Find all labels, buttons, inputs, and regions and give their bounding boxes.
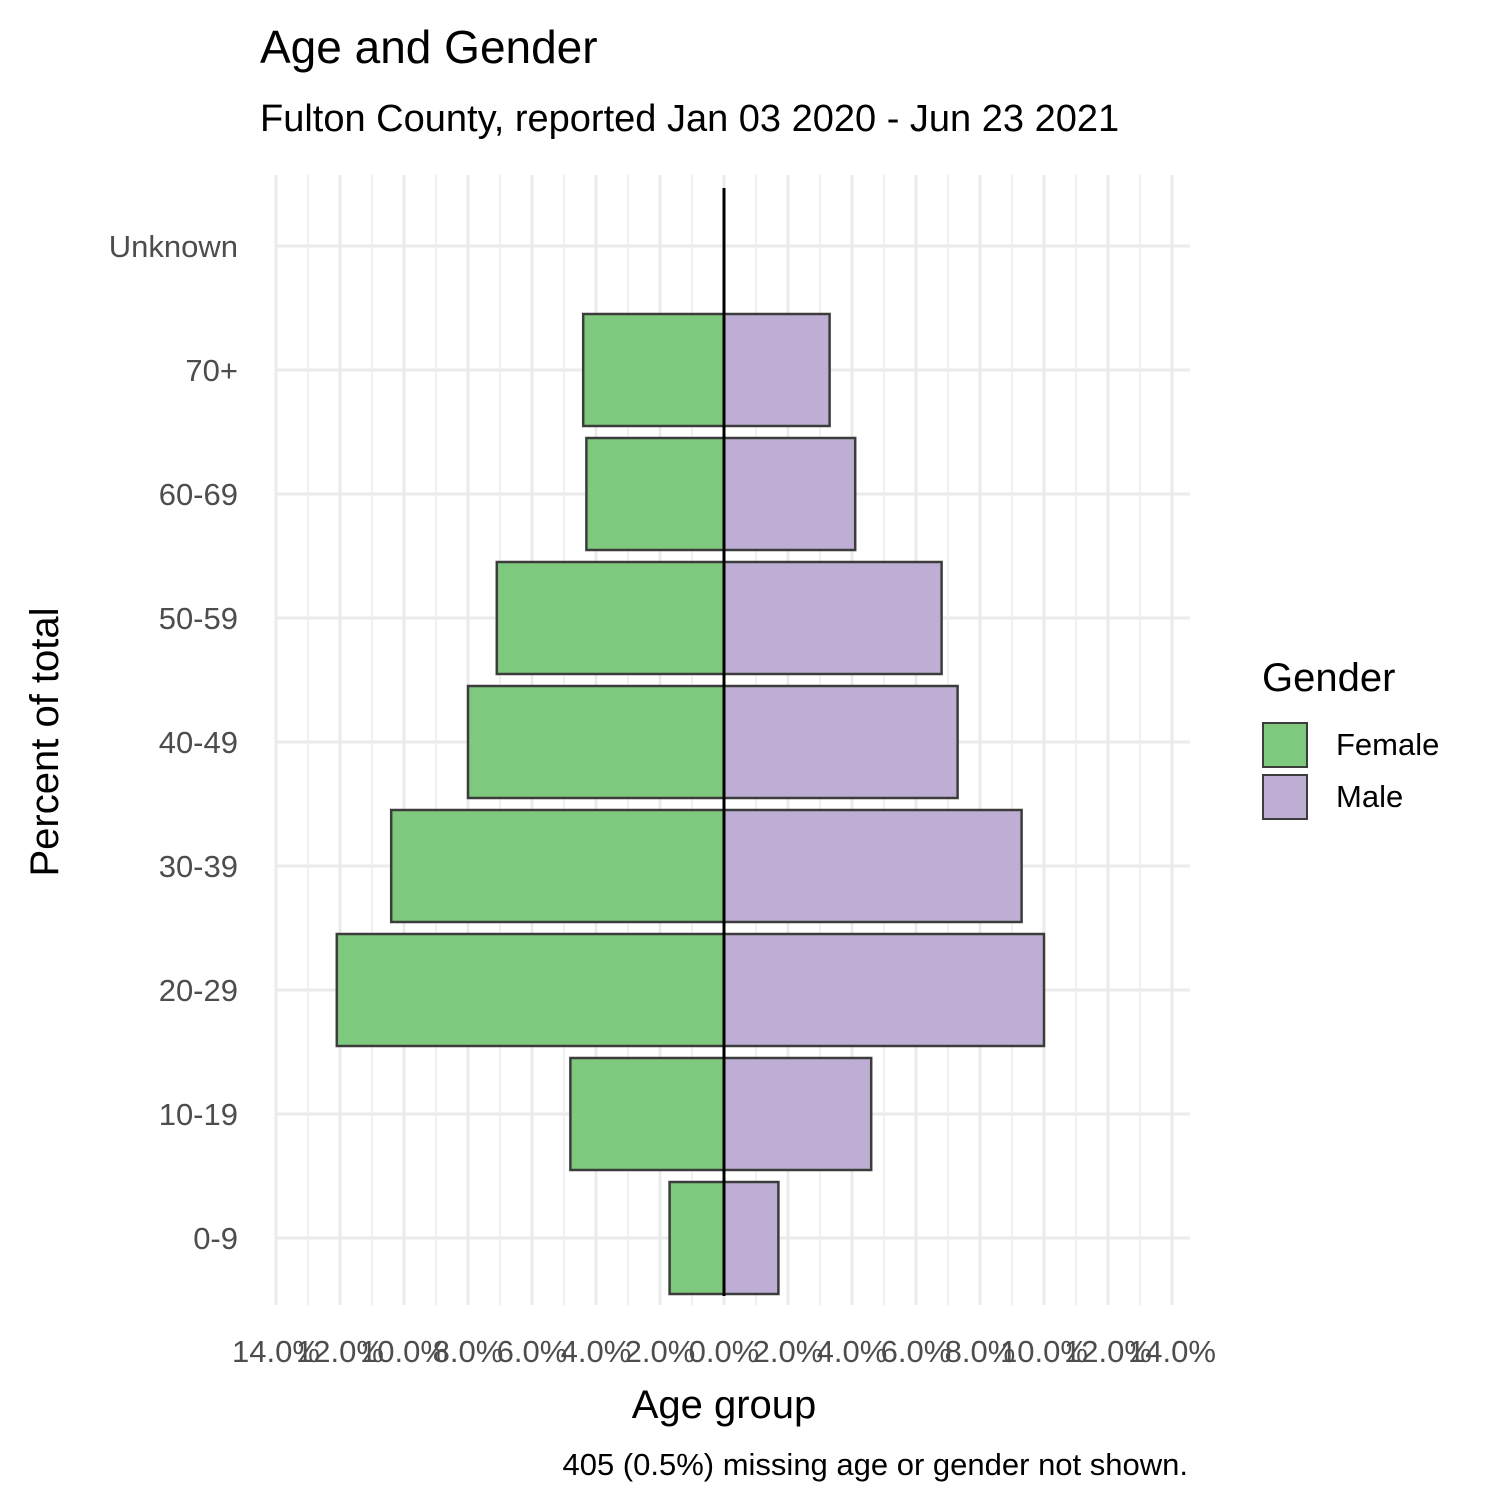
- y-tick-label: 0-9: [193, 1221, 238, 1256]
- bar-male-0-9: [722, 1180, 780, 1296]
- bar-female-30-39: [389, 808, 726, 924]
- y-tick-label: 70+: [185, 353, 238, 388]
- bar-female-10-19: [569, 1056, 726, 1172]
- x-tick-label: 6.0%: [881, 1334, 952, 1369]
- y-tick-label: 40-49: [159, 725, 238, 760]
- legend-label-female: Female: [1336, 727, 1440, 762]
- x-tick-label: 14.0%: [1128, 1334, 1216, 1369]
- x-tick-label: 6.0%: [497, 1334, 568, 1369]
- bars: [335, 312, 1046, 1296]
- x-tick-label: 8.0%: [945, 1334, 1016, 1369]
- legend: Gender Female Male: [1262, 656, 1439, 823]
- bar-female-50-59: [495, 560, 726, 676]
- y-tick-label: 10-19: [159, 1097, 238, 1132]
- x-tick-label: 12.0%: [296, 1334, 384, 1369]
- legend-swatch-female: [1262, 722, 1308, 768]
- bar-male-70+: [722, 312, 831, 428]
- x-tick-label: 12.0%: [1064, 1334, 1152, 1369]
- bar-male-60-69: [722, 436, 857, 552]
- x-tick-label: 4.0%: [817, 1334, 888, 1369]
- y-tick-label: 30-39: [159, 849, 238, 884]
- bar-male-30-39: [722, 808, 1023, 924]
- legend-swatch-male: [1262, 774, 1308, 820]
- x-tick-label: 2.0%: [753, 1334, 824, 1369]
- x-axis-tick-labels: 14.0%12.0%10.0%8.0%6.0%4.0%2.0%0.0%2.0%4…: [232, 1334, 1216, 1369]
- legend-title: Gender: [1262, 656, 1396, 700]
- y-tick-label: 20-29: [159, 973, 238, 1008]
- y-tick-label: Unknown: [109, 229, 238, 264]
- bar-female-0-9: [668, 1180, 726, 1296]
- bar-female-20-29: [335, 932, 726, 1048]
- legend-item-male: Male: [1262, 771, 1439, 823]
- bar-female-70+: [581, 312, 726, 428]
- y-tick-label: 60-69: [159, 477, 238, 512]
- bar-male-40-49: [722, 684, 959, 800]
- bar-male-50-59: [722, 560, 943, 676]
- bar-male-10-19: [722, 1056, 873, 1172]
- y-tick-label: 50-59: [159, 601, 238, 636]
- x-tick-label: 4.0%: [561, 1334, 632, 1369]
- legend-label-male: Male: [1336, 779, 1404, 814]
- x-axis-label: Age group: [632, 1383, 817, 1427]
- bar-female-40-49: [466, 684, 726, 800]
- x-tick-label: 14.0%: [232, 1334, 320, 1369]
- chart-caption: 405 (0.5%) missing age or gender not sho…: [562, 1447, 1188, 1482]
- x-tick-label: 10.0%: [1000, 1334, 1088, 1369]
- bar-female-60-69: [585, 436, 726, 552]
- y-axis-tick-labels: 0-9 10-19 20-29 30-39 40-49 50-59 60-69 70+ Unkn…: [109, 229, 238, 1256]
- chart-subtitle: Fulton County, reported Jan 03 2020 - Ju…: [260, 98, 1120, 140]
- bar-male-20-29: [722, 932, 1046, 1048]
- x-tick-label: 8.0%: [433, 1334, 504, 1369]
- y-axis-label: Percent of total: [23, 607, 67, 876]
- x-tick-label: 10.0%: [360, 1334, 448, 1369]
- chart-title: Age and Gender: [260, 21, 598, 73]
- legend-item-female: Female: [1262, 719, 1439, 771]
- x-tick-label: 0.0%: [689, 1334, 760, 1369]
- x-tick-label: 2.0%: [625, 1334, 696, 1369]
